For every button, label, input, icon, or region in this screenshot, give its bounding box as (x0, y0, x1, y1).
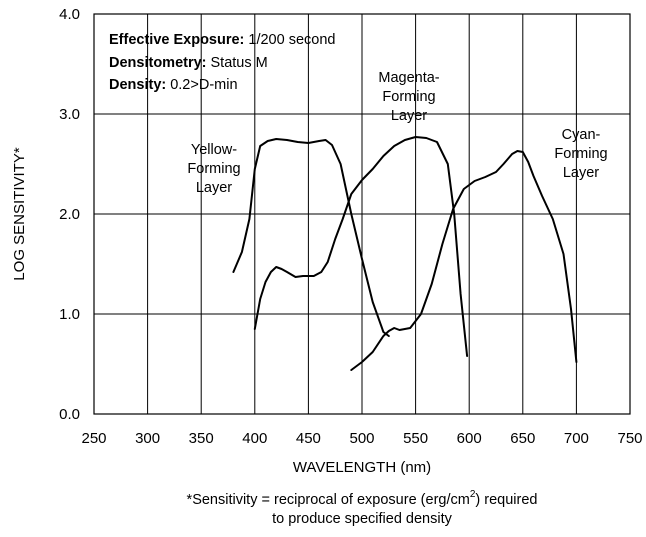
series-label-line: Forming (382, 89, 435, 105)
x-tick-label: 700 (564, 430, 589, 447)
x-tick-label: 550 (403, 430, 428, 447)
series-labels: Yellow- Forming Layer Magenta- Forming Layer C… (187, 70, 607, 196)
annotation-line: Effective Exposure: 1/200 second (109, 32, 335, 48)
x-tick-label: 500 (349, 430, 374, 447)
series-label-line: Magenta- (378, 70, 439, 86)
annotation-key: Effective Exposure: (109, 32, 244, 48)
y-tick-label: 0.0 (59, 406, 80, 423)
y-tick-label: 3.0 (59, 106, 80, 123)
curves (232, 136, 578, 371)
x-tick-label: 300 (135, 430, 160, 447)
x-tick-label: 650 (510, 430, 535, 447)
x-axis-title: WAVELENGTH (nm) (293, 459, 431, 476)
x-tick-label: 350 (189, 430, 214, 447)
series-label-line: Cyan- (562, 127, 601, 143)
x-tick-label: 250 (81, 430, 106, 447)
y-tick-label: 1.0 (59, 306, 80, 323)
footnote-part-b: ) required (475, 492, 537, 508)
series-label-line: Layer (563, 165, 599, 181)
annotation-value: 1/200 second (248, 32, 335, 48)
annotation-box: Effective Exposure: 1/200 second Densitome… (109, 32, 335, 93)
footnote-superscript: 2 (470, 489, 476, 500)
series-label-line: Layer (391, 108, 427, 124)
footnote-line-2: to produce specified density (272, 511, 452, 527)
footnote-part-a: *Sensitivity = reciprocal of exposure (e… (187, 492, 470, 508)
annotation-key: Density: (109, 77, 166, 93)
y-axis-title: LOG SENSITIVITY* (11, 147, 28, 281)
x-tick-labels: 250 300 350 400 450 500 550 600 650 700 750 (81, 430, 642, 447)
series-line-2 (253, 136, 469, 357)
y-tick-labels: 0.0 1.0 2.0 3.0 4.0 (59, 6, 80, 423)
x-tick-label: 600 (457, 430, 482, 447)
x-tick-label: 750 (617, 430, 642, 447)
annotation-key: Densitometry: (109, 55, 207, 71)
annotation-value: Status M (211, 55, 268, 71)
x-tick-label: 400 (242, 430, 267, 447)
y-tick-label: 2.0 (59, 206, 80, 223)
footnote: *Sensitivity = reciprocal of exposure (e… (187, 489, 538, 527)
series-label-line: Forming (187, 161, 240, 177)
x-tick-label: 450 (296, 430, 321, 447)
series-label-line: Layer (196, 180, 232, 196)
annotation-line: Density: 0.2>D-min (109, 77, 238, 93)
series-label-line: Yellow- (191, 142, 237, 158)
annotation-line: Densitometry: Status M (109, 55, 268, 71)
y-tick-label: 4.0 (59, 6, 80, 23)
series-label-line: Forming (554, 146, 607, 162)
series-line-1 (232, 138, 390, 337)
grid (94, 14, 630, 414)
footnote-line-1: *Sensitivity = reciprocal of exposure (e… (187, 489, 538, 508)
plot-frame (93, 13, 631, 415)
annotation-value: 0.2>D-min (170, 77, 237, 93)
series-line-3 (350, 150, 578, 371)
